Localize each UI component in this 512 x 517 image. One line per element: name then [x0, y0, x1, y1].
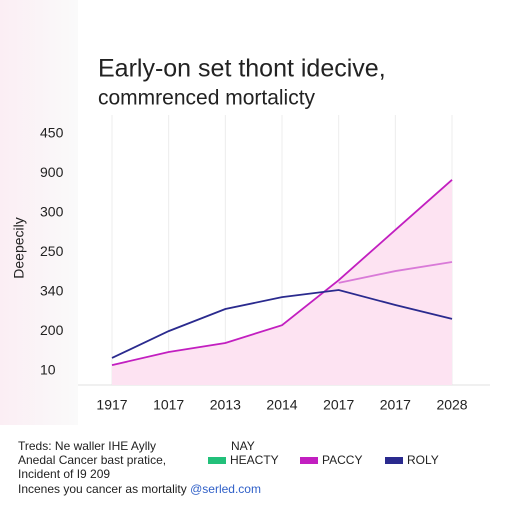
area: [112, 179, 453, 385]
y-tick-label: 250: [40, 243, 64, 259]
line: [338, 261, 453, 284]
note: Anedal Cancer bast pratice,: [18, 453, 166, 467]
chart-title: Early-on set thont idecive,: [98, 55, 386, 83]
x-tick-label: 1017: [153, 397, 184, 413]
note: Incident of I9 209: [18, 467, 110, 481]
side-panel: [0, 0, 78, 425]
legend-swatch: [385, 457, 403, 464]
source-text: Incenes you cancer as mortality: [18, 482, 187, 496]
legend-label: HEACTY: [230, 453, 279, 467]
legend-swatch: [208, 457, 226, 464]
x-tick-label: 2017: [380, 397, 411, 413]
y-tick-label: 300: [40, 204, 64, 220]
x-tick-label: 1917: [96, 397, 127, 413]
y-tick-label: 10: [40, 362, 56, 378]
source-link[interactable]: @serled.com: [190, 482, 261, 496]
y-tick-label: 900: [40, 164, 64, 180]
line: [111, 179, 453, 366]
legend-label: PACCY: [322, 453, 362, 467]
note: Treds: Ne waller IHE Aylly: [18, 439, 156, 453]
line: [111, 289, 453, 359]
chart-subtitle: commrenced mortalicty: [98, 87, 316, 110]
source: Incenes you cancer as mortality @serled.…: [18, 482, 261, 496]
legend-title: NAY: [231, 439, 255, 453]
legend-label: ROLY: [407, 453, 439, 467]
x-tick-label: 2028: [436, 397, 467, 413]
legend-swatch: [300, 457, 318, 464]
x-tick-label: 2017: [323, 397, 354, 413]
y-tick-label: 340: [40, 283, 64, 299]
x-tick-label: 2014: [266, 397, 297, 413]
y-axis-label: Deepecily: [11, 217, 27, 278]
x-tick-label: 2013: [210, 397, 241, 413]
y-tick-label: 450: [40, 125, 64, 141]
y-tick-label: 200: [40, 322, 64, 338]
